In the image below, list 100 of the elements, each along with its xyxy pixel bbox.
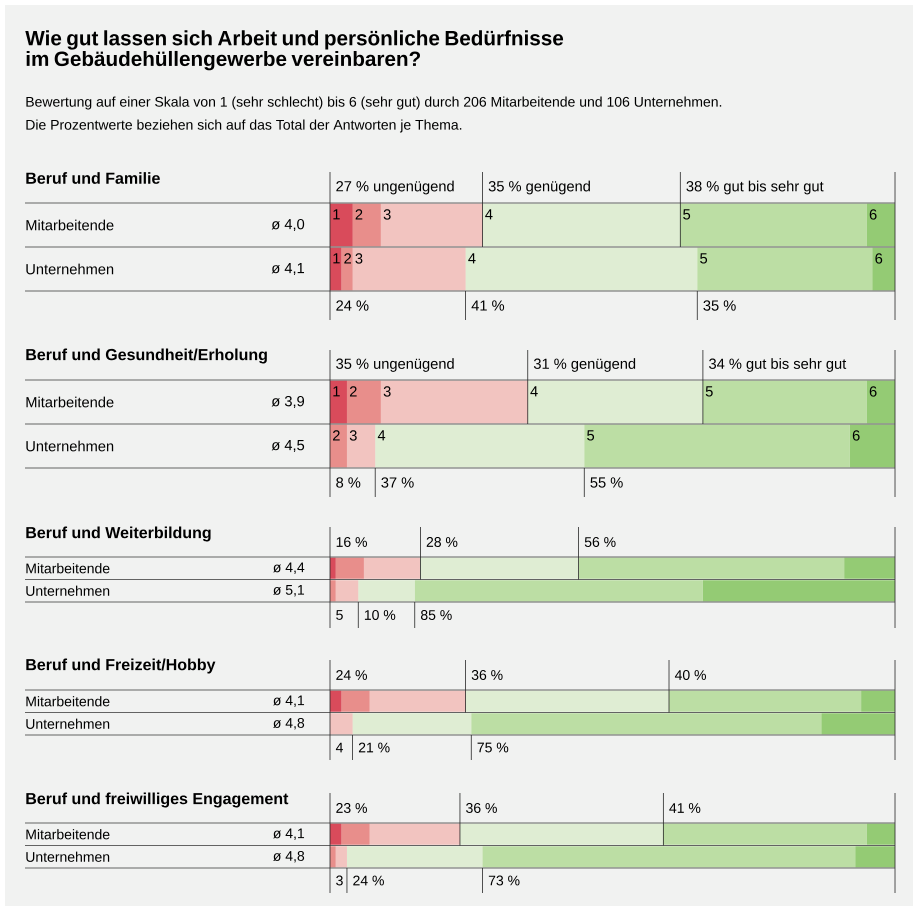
bar bbox=[341, 690, 370, 712]
text: ø 4,8 bbox=[273, 718, 304, 730]
text: 6 bbox=[852, 430, 860, 441]
y-tick-label: Mitarbeitende bbox=[26, 220, 114, 230]
series-label: 2 bbox=[344, 253, 352, 264]
series-label: 5 bbox=[706, 386, 713, 396]
text: 5 bbox=[587, 430, 594, 440]
text: Beruf und Weiterbildung bbox=[26, 526, 211, 542]
bar bbox=[336, 558, 364, 579]
text: ø 4,0 bbox=[272, 218, 304, 232]
annotation: 41 % bbox=[472, 300, 504, 311]
bar bbox=[380, 380, 528, 424]
text: Beruf und Gesundheit/Erholung bbox=[26, 348, 267, 364]
text: 41 % bbox=[669, 803, 700, 813]
annotation: 24 % bbox=[336, 300, 368, 311]
text: 4 bbox=[468, 253, 476, 264]
text: Wie gut lassen sich Arbeit und persönliche Bedürfnisse im Gebäudehüllengewerbe vereinbaren? bbox=[25, 30, 564, 70]
annotation: 85 % bbox=[420, 610, 452, 620]
text: 36 % bbox=[472, 670, 503, 680]
text: 36 % bbox=[466, 803, 497, 813]
text: Beruf und Familie bbox=[26, 172, 160, 184]
y-tick-label: Unternehmen bbox=[26, 264, 114, 274]
y-tick-label: Unternehmen bbox=[26, 586, 110, 596]
series-label: 2 bbox=[350, 386, 357, 396]
annotation: 75 % bbox=[478, 742, 508, 752]
text: 3 bbox=[355, 253, 362, 264]
text: ø 3,9 bbox=[272, 396, 304, 408]
text: 35 % ungenügend bbox=[336, 358, 454, 372]
annotation: 10 % bbox=[364, 610, 396, 620]
bar bbox=[341, 824, 370, 845]
bar bbox=[358, 580, 415, 602]
text: 40 % bbox=[674, 670, 706, 680]
annotation: 3 bbox=[336, 876, 343, 886]
text: 31 % genügend bbox=[534, 358, 636, 372]
bar bbox=[330, 713, 353, 734]
text: 4 bbox=[378, 430, 386, 440]
text: 34 % gut bis sehr gut bbox=[709, 358, 846, 372]
annotation: 5 bbox=[336, 610, 343, 620]
text: 6 bbox=[875, 253, 882, 264]
bar bbox=[330, 690, 342, 712]
text: ø 4,1 bbox=[273, 696, 304, 707]
text: 1 bbox=[333, 209, 340, 220]
text: ø 4,8 bbox=[273, 850, 304, 863]
series-label: 6 bbox=[870, 209, 877, 220]
bar bbox=[336, 846, 347, 868]
text: 28 % bbox=[426, 537, 458, 547]
bar bbox=[346, 424, 376, 468]
y-tick-label: Unternehmen bbox=[26, 440, 114, 452]
text: ø 4,5 bbox=[272, 440, 304, 452]
text: ø 4,4 bbox=[273, 562, 304, 574]
bar bbox=[370, 690, 466, 712]
series-label: 1 bbox=[333, 386, 340, 396]
series-label: 5 bbox=[683, 209, 690, 220]
y-tick-label: Mitarbeitende bbox=[26, 696, 110, 706]
annotation: 37 % bbox=[381, 477, 414, 488]
text: ø 4,1 bbox=[273, 828, 304, 840]
text: 56 % bbox=[584, 537, 616, 547]
bar bbox=[346, 380, 381, 424]
bar bbox=[364, 558, 420, 579]
text: 23 % bbox=[336, 803, 367, 813]
bar bbox=[336, 580, 358, 602]
text: Bewertung auf einer Skala von 1 (sehr schlecht) bis 6 (sehr gut) durch 206 Mitarbeitende und 106 Unternehmen. bbox=[26, 96, 722, 110]
series-label: 3 bbox=[350, 430, 357, 441]
text: 5 bbox=[700, 253, 708, 264]
bar bbox=[370, 824, 460, 845]
annotation: 73 % bbox=[488, 876, 520, 886]
series-label: 4 bbox=[485, 209, 493, 220]
annotation: 55 % bbox=[590, 477, 623, 488]
y-tick-label: Unternehmen bbox=[26, 852, 110, 862]
text: Die Prozentwerte beziehen sich auf das Total der Antworten je Thema. bbox=[26, 119, 462, 133]
text: 35 % genügend bbox=[488, 180, 590, 194]
series-label: 3 bbox=[384, 209, 391, 220]
text: 16 % bbox=[336, 537, 367, 547]
text: 38 % gut bis sehr gut bbox=[686, 180, 824, 194]
bar bbox=[420, 558, 579, 579]
bar bbox=[330, 824, 342, 845]
bar bbox=[352, 204, 381, 246]
text: 27 % ungenügend bbox=[336, 180, 454, 194]
annotation: 24 % bbox=[353, 876, 384, 886]
series-label: 1 bbox=[333, 253, 340, 264]
text: 2 bbox=[333, 430, 340, 441]
y-tick-label: Mitarbeitende bbox=[26, 396, 114, 408]
text: 3 bbox=[384, 386, 391, 397]
bar bbox=[330, 380, 347, 424]
bar bbox=[330, 424, 347, 468]
y-tick-label: Mitarbeitende bbox=[26, 829, 110, 840]
y-tick-label: Unternehmen bbox=[26, 718, 110, 729]
text: 24 % bbox=[336, 670, 367, 680]
series-label: 4 bbox=[530, 386, 538, 396]
text: ø 5,1 bbox=[273, 585, 304, 596]
y-tick-label: Mitarbeitende bbox=[26, 563, 110, 574]
series-label: 6 bbox=[870, 386, 877, 397]
text: Beruf und freiwilliges Engagement bbox=[26, 792, 288, 808]
annotation: 35 % bbox=[703, 300, 736, 311]
annotation: 4 bbox=[336, 742, 343, 752]
annotation: 21 % bbox=[358, 742, 390, 752]
annotation: 8 % bbox=[336, 477, 360, 488]
bar bbox=[341, 248, 353, 290]
text: ø 4,1 bbox=[272, 263, 304, 275]
text: Beruf und Freizeit/Hobby bbox=[26, 658, 216, 674]
